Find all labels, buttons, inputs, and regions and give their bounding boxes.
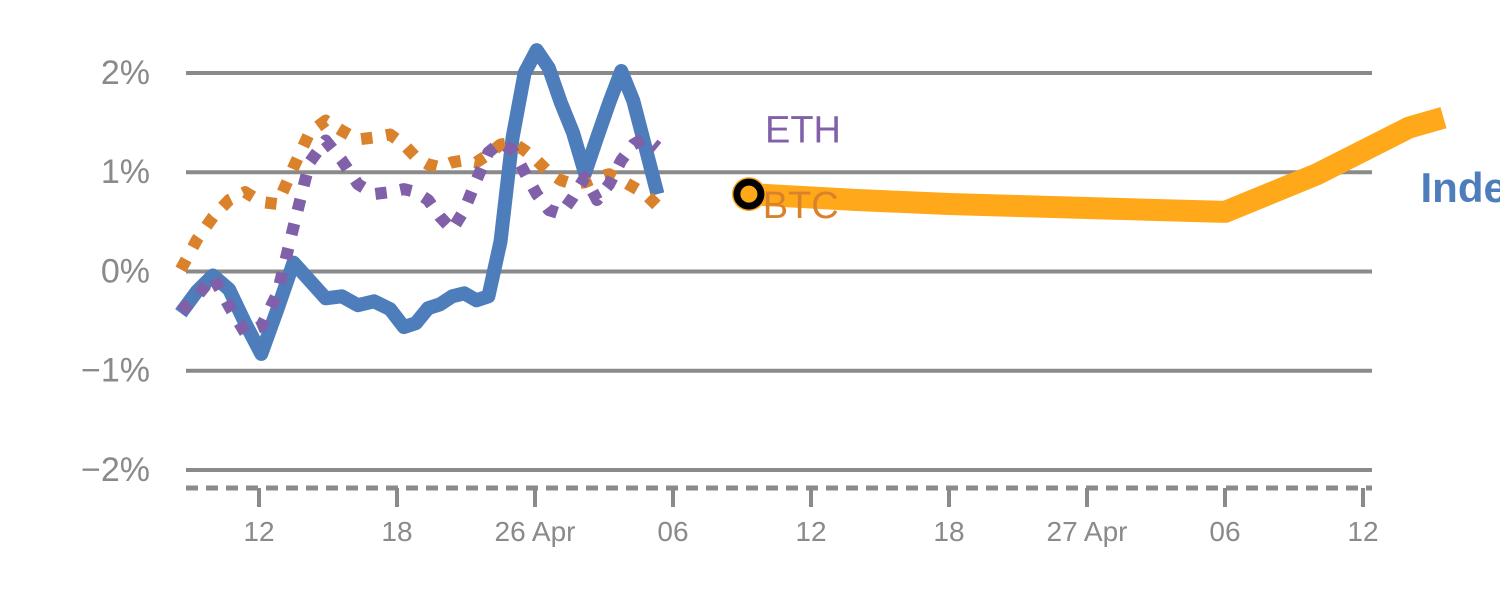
series-line-index-forecast xyxy=(748,107,1447,223)
y-axis-tick-labels: 2% 1% 0% −1% −2% xyxy=(81,54,150,489)
series-line-btc xyxy=(175,114,662,273)
series-line-index xyxy=(175,43,665,361)
x-axis-tick-labels: 12 18 26 Apr 06 12 18 27 Apr 06 12 xyxy=(243,516,1378,547)
x-tick-label-4: 12 xyxy=(795,516,826,547)
y-tick-label-2: 0% xyxy=(101,252,150,290)
x-tick-label-6: 27 Apr xyxy=(1047,516,1128,547)
y-tick-label-3: −1% xyxy=(81,352,150,390)
series-label-eth: ETH xyxy=(765,110,841,152)
x-tick-label-2: 26 Apr xyxy=(495,516,576,547)
y-tick-label-4: −2% xyxy=(81,451,150,489)
y-tick-label-0: 2% xyxy=(101,54,150,92)
y-tick-label-1: 1% xyxy=(101,153,150,191)
x-axis-ticks xyxy=(257,488,1365,507)
x-tick-label-7: 06 xyxy=(1209,516,1240,547)
x-tick-label-5: 18 xyxy=(933,516,964,547)
x-tick-label-3: 06 xyxy=(657,516,688,547)
markers-group xyxy=(731,177,766,212)
data-series-group xyxy=(175,43,1447,361)
x-tick-label-8: 12 xyxy=(1347,516,1378,547)
gridlines-group xyxy=(186,71,1372,472)
x-tick-label-0: 12 xyxy=(243,516,274,547)
series-label-btc: BTC xyxy=(763,185,839,227)
series-label-index: Index xyxy=(1421,164,1500,211)
series-inline-labels: Index BTC ETH xyxy=(763,110,1500,227)
series-line-eth xyxy=(176,131,662,339)
current-value-marker-ring xyxy=(733,178,765,210)
x-tick-label-1: 18 xyxy=(381,516,412,547)
